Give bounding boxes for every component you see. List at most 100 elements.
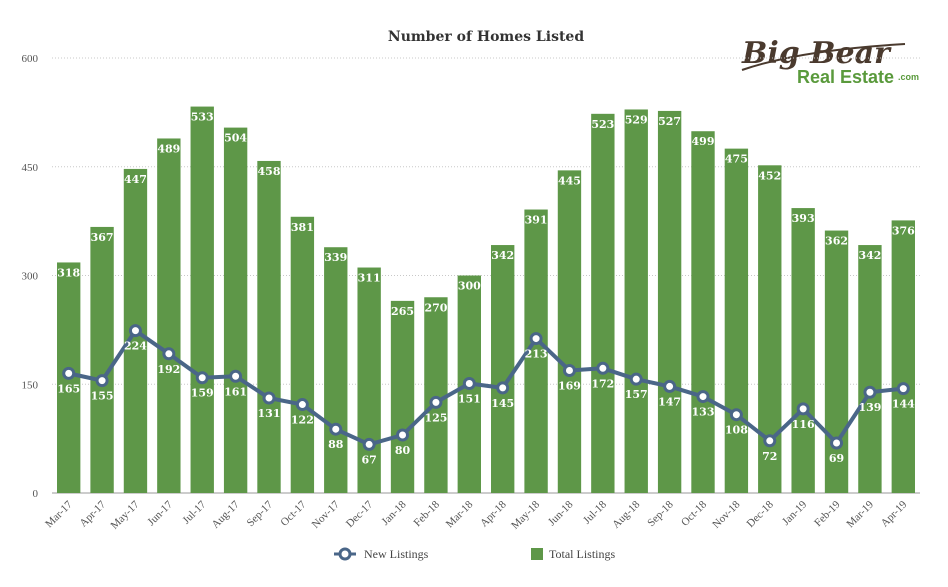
line-point xyxy=(629,372,643,386)
line-point xyxy=(229,369,243,383)
point-data-label: 145 xyxy=(491,397,514,410)
point-data-label: 122 xyxy=(291,414,314,427)
bar-data-label: 376 xyxy=(892,224,915,237)
bar xyxy=(791,208,815,493)
line-point xyxy=(195,371,209,385)
bar xyxy=(691,131,715,493)
bar-data-label: 475 xyxy=(725,153,748,166)
x-tick-label: Jun-18 xyxy=(546,498,576,528)
x-tick-label: Jan-18 xyxy=(379,498,409,528)
point-data-label: 67 xyxy=(361,453,376,466)
line-point xyxy=(763,434,777,448)
bar xyxy=(824,230,849,494)
svg-text:.com: .com xyxy=(898,72,919,82)
line-point xyxy=(162,347,176,361)
legend-new-listings: New Listings xyxy=(364,547,429,561)
point-data-label: 139 xyxy=(858,401,881,414)
x-tick-label: Mar-19 xyxy=(844,498,876,530)
point-data-label: 157 xyxy=(625,388,648,401)
bar-data-label: 393 xyxy=(792,212,815,225)
bar-data-label: 527 xyxy=(658,115,681,128)
x-tick-label: May-18 xyxy=(509,498,542,531)
bar xyxy=(524,209,548,493)
legend-marker-swatch xyxy=(338,547,352,561)
bar-data-label: 265 xyxy=(391,305,414,318)
point-data-label: 161 xyxy=(224,385,247,398)
bar-data-label: 381 xyxy=(291,221,314,234)
bar-data-label: 270 xyxy=(424,301,447,314)
line-point xyxy=(863,385,877,399)
x-tick-label: Dec-17 xyxy=(344,498,376,530)
line-point xyxy=(362,437,376,451)
point-data-label: 133 xyxy=(692,406,715,419)
line-point xyxy=(529,332,543,346)
y-tick-label: 300 xyxy=(22,271,39,283)
y-tick-label: 150 xyxy=(22,379,39,391)
bar-data-label: 339 xyxy=(324,251,347,264)
x-tick-label: Feb-19 xyxy=(812,498,843,529)
x-tick-label: Oct-17 xyxy=(278,498,308,528)
y-tick-label: 600 xyxy=(22,53,39,65)
x-axis-ticks: Mar-17 Apr-17 May-17 Jun-17 Jul-17 Aug-17 Sep-… xyxy=(43,498,910,531)
point-data-label: 151 xyxy=(458,393,481,406)
bar-data-label: 391 xyxy=(525,214,548,227)
x-tick-label: Apr-19 xyxy=(879,498,910,529)
bar xyxy=(257,160,281,493)
legend-bar-swatch xyxy=(531,548,543,560)
x-tick-label: Oct-18 xyxy=(679,498,709,528)
bar xyxy=(424,297,448,493)
bar-data-label: 318 xyxy=(57,266,80,279)
line-point xyxy=(62,366,76,380)
x-tick-label: Feb-18 xyxy=(412,498,443,529)
bar xyxy=(290,216,315,493)
y-tick-label: 450 xyxy=(22,162,39,174)
bar-data-label: 342 xyxy=(858,249,881,262)
svg-text:Real Estate: Real Estate xyxy=(797,67,894,87)
x-tick-label: Aug-17 xyxy=(209,498,242,531)
bar xyxy=(891,220,915,493)
line-point xyxy=(596,361,610,375)
line-point xyxy=(830,436,844,450)
bar xyxy=(758,165,782,494)
bar xyxy=(157,138,181,493)
point-data-label: 192 xyxy=(157,363,180,376)
x-tick-label: Apr-17 xyxy=(77,498,108,529)
point-data-label: 69 xyxy=(829,452,844,465)
bar xyxy=(90,226,114,494)
bar xyxy=(357,267,381,493)
x-tick-label: Jul-17 xyxy=(180,498,208,526)
point-data-label: 108 xyxy=(725,424,748,437)
line-point xyxy=(295,398,309,412)
line-point xyxy=(663,379,677,393)
point-data-label: 88 xyxy=(328,438,344,451)
x-tick-label: Apr-18 xyxy=(478,498,509,529)
point-data-label: 80 xyxy=(395,444,411,457)
line-point xyxy=(396,428,410,442)
y-tick-label: 0 xyxy=(33,488,39,500)
bar-data-label: 533 xyxy=(191,111,214,124)
x-tick-label: Mar-17 xyxy=(43,498,75,530)
line-point xyxy=(95,374,109,388)
line-point xyxy=(562,363,576,377)
bar-series: 318 367 447 489 533 504 458 381 339 311 265 270 300 3… xyxy=(57,106,915,494)
line-point xyxy=(128,324,142,338)
bar-data-label: 489 xyxy=(157,142,180,155)
x-tick-label: Jan-19 xyxy=(780,498,810,528)
bar-data-label: 362 xyxy=(825,235,848,248)
bar-data-label: 447 xyxy=(124,173,147,186)
bar-data-label: 458 xyxy=(258,165,281,178)
point-data-label: 159 xyxy=(191,387,214,400)
line-point xyxy=(429,395,443,409)
legend: New Listings Total Listings xyxy=(334,547,615,561)
point-data-label: 165 xyxy=(57,382,80,395)
point-data-label: 224 xyxy=(124,340,147,353)
line-point xyxy=(729,408,743,422)
line-point xyxy=(896,382,910,396)
bar-data-label: 445 xyxy=(558,174,581,187)
line-series: 165 155 224 192 159 161 131 122 88 67 80 125 151 145 2… xyxy=(57,324,915,466)
line-point xyxy=(796,402,810,416)
point-data-label: 116 xyxy=(792,418,815,431)
bar xyxy=(724,148,749,493)
point-data-label: 213 xyxy=(525,348,548,361)
bar xyxy=(858,245,882,493)
